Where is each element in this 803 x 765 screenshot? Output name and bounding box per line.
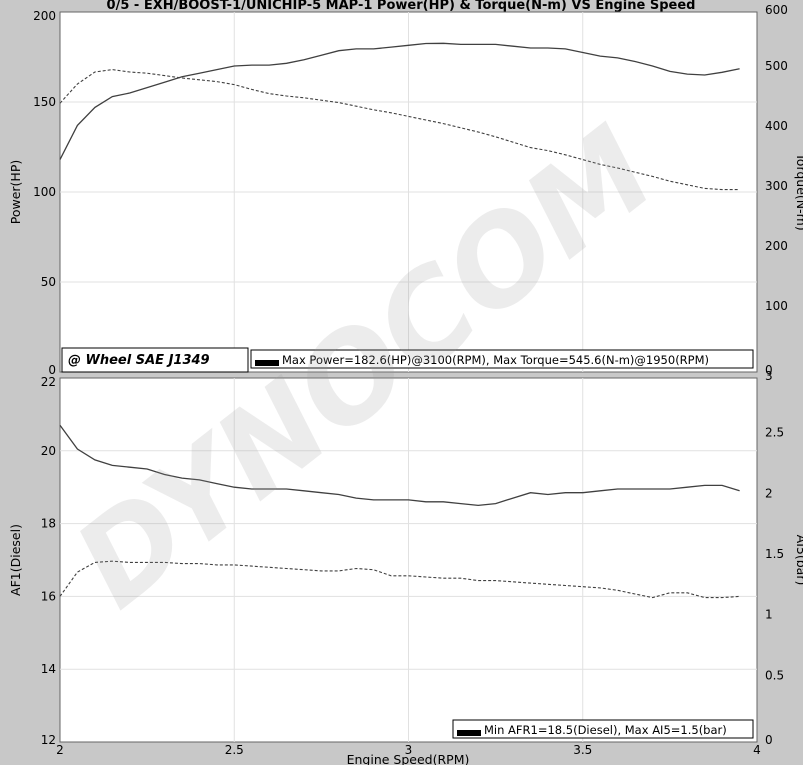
torque-axis-ticks: 0 100 200 300 400 500 600 bbox=[765, 3, 788, 377]
torque-axis-label: Torque(N-m) bbox=[794, 152, 803, 230]
right-tick-label: 500 bbox=[765, 59, 788, 73]
right-tick-label: 2.5 bbox=[765, 426, 784, 440]
ai5-axis-ticks: 0 0.5 1 1.5 2 2.5 3 bbox=[765, 369, 784, 747]
afr-axis-ticks: 12 14 16 18 20 22 bbox=[41, 375, 56, 747]
right-tick-label: 400 bbox=[765, 119, 788, 133]
rpm-axis-ticks: 2 2.5 3 3.5 4 bbox=[56, 743, 761, 757]
wheel-annotation: @ Wheel SAE J1349 bbox=[61, 347, 249, 373]
power-torque-plot: 0 50 100 150 200 0 100 200 300 400 500 600 Power(H… bbox=[8, 3, 803, 377]
bottom-gridlines bbox=[60, 378, 757, 742]
left-tick-label: 12 bbox=[41, 733, 56, 747]
left-tick-label: 50 bbox=[41, 275, 56, 289]
x-tick-label: 3 bbox=[405, 743, 413, 757]
wheel-annotation-text: @ Wheel SAE J1349 bbox=[68, 353, 210, 368]
power-axis-ticks: 0 50 100 150 200 bbox=[33, 9, 56, 377]
bottom-legend-text: Min AFR1=18.5(Diesel), Max AI5=1.5(bar) bbox=[484, 723, 727, 737]
bottom-series-group bbox=[59, 424, 740, 599]
left-tick-label: 20 bbox=[41, 444, 56, 458]
ai5-axis-label: AI5(bar) bbox=[794, 535, 803, 586]
x-tick-label: 2.5 bbox=[225, 743, 244, 757]
left-tick-label: 18 bbox=[41, 517, 56, 531]
right-tick-label: 1.5 bbox=[765, 547, 784, 561]
bottom-legend-swatch bbox=[457, 730, 481, 736]
bottom-legend: Min AFR1=18.5(Diesel), Max AI5=1.5(bar) bbox=[452, 719, 754, 739]
left-tick-label: 100 bbox=[33, 185, 56, 199]
x-tick-label: 2 bbox=[56, 743, 64, 757]
series-line-left-solid bbox=[59, 424, 740, 507]
x-tick-label: 4 bbox=[753, 743, 761, 757]
bottom-legend-box bbox=[452, 719, 754, 739]
right-tick-label: 0 bbox=[765, 733, 773, 747]
left-tick-label: 0 bbox=[48, 363, 56, 377]
right-tick-label: 3 bbox=[765, 369, 773, 383]
chart-title: 0/5 - EXH/BOOST-1/UNICHIP-5 MAP-1 Power(… bbox=[107, 0, 696, 13]
right-tick-label: 300 bbox=[765, 179, 788, 193]
wheel-annotation-box bbox=[61, 347, 249, 373]
top-legend-swatch bbox=[255, 360, 279, 366]
series-line-right-dashed bbox=[59, 69, 740, 191]
right-tick-label: 100 bbox=[765, 299, 788, 313]
top-legend-box bbox=[250, 349, 754, 369]
right-tick-label: 2 bbox=[765, 486, 773, 500]
right-tick-label: 0.5 bbox=[765, 668, 784, 682]
x-tick-label: 3.5 bbox=[573, 743, 592, 757]
power-axis-label: Power(HP) bbox=[8, 160, 23, 224]
left-tick-label: 14 bbox=[41, 662, 56, 676]
top-legend-text: Max Power=182.6(HP)@3100(RPM), Max Torqu… bbox=[282, 353, 709, 367]
right-tick-label: 0 bbox=[765, 363, 773, 377]
left-tick-label: 16 bbox=[41, 589, 56, 603]
left-tick-label: 22 bbox=[41, 375, 56, 389]
top-legend: Max Power=182.6(HP)@3100(RPM), Max Torqu… bbox=[250, 349, 754, 369]
right-tick-label: 200 bbox=[765, 239, 788, 253]
left-tick-label: 150 bbox=[33, 95, 56, 109]
right-tick-label: 600 bbox=[765, 3, 788, 17]
left-tick-label: 200 bbox=[33, 9, 56, 23]
right-tick-label: 1 bbox=[765, 608, 773, 622]
series-line-right-dashed bbox=[59, 560, 740, 599]
rpm-axis-label: Engine Speed(RPM) bbox=[347, 752, 470, 765]
top-gridlines bbox=[60, 12, 757, 372]
afr-axis-label: AF1(Diesel) bbox=[8, 524, 23, 596]
series-line-left-solid bbox=[59, 42, 740, 160]
afr-ai-plot: 12 14 16 18 20 22 0 0.5 1 1.5 2 2.5 3 2 2.5 3 3.5 4 AF1… bbox=[8, 369, 803, 765]
top-series-group bbox=[59, 42, 740, 191]
